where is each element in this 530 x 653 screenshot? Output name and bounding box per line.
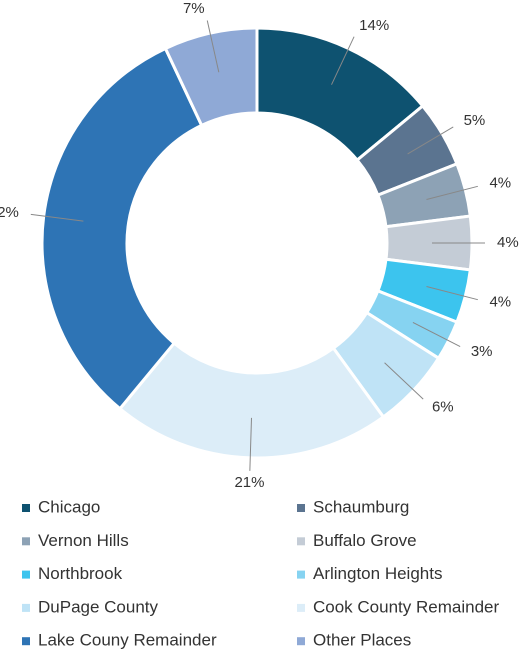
leader-line [426,185,478,200]
legend-label: Schaumburg [313,497,409,516]
leader-line [412,322,461,347]
legend-label: Northbrook [38,564,123,583]
data-label: 32% [0,204,19,221]
legend-swatch [22,570,30,579]
legend-label: Cook County Remainder [313,597,499,616]
legend-swatch [297,504,305,512]
legend-swatch [22,537,30,546]
legend-label: Arlington Heights [313,564,442,583]
data-label: 21% [234,474,264,491]
legend-label: DuPage County [38,597,159,616]
legend-label: Lake Couny Remainder [38,631,217,650]
leader-line [331,36,355,85]
leader-line [426,286,478,301]
legend-label: Other Places [313,631,411,650]
data-label: 5% [464,112,486,129]
donut-segment [117,341,386,460]
legend-swatch [297,637,305,646]
data-label: 4% [489,294,511,311]
data-label: 4% [497,234,519,251]
legend-swatch [297,537,305,546]
legend-label: Chicago [38,497,100,516]
data-label: 3% [471,343,493,360]
legend-swatch [297,570,305,579]
leader-line [407,126,454,155]
data-label: 7% [183,0,205,17]
legend-swatch [297,603,305,612]
legend-label: Buffalo Grove [313,531,417,550]
legend-swatch [22,504,30,512]
leader-line [206,20,220,73]
data-label: 4% [489,174,511,191]
leader-line [384,362,424,400]
legend-swatch [22,603,30,612]
leader-line [249,417,253,471]
legend-swatch [22,637,30,646]
donut-segment [163,26,259,128]
leader-line [30,213,84,222]
legend-label: Vernon Hills [38,531,129,550]
donut-segment [40,46,204,411]
data-label: 6% [432,398,454,415]
data-label: 14% [359,17,389,34]
